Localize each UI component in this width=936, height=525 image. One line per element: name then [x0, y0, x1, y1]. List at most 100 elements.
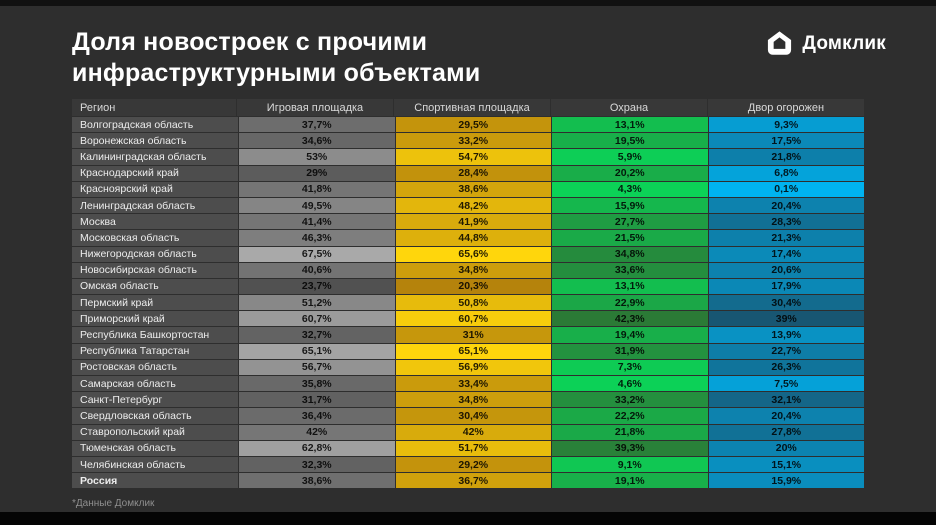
- value-cell: 40,6%: [239, 262, 395, 278]
- value-cell: 20,4%: [708, 408, 864, 424]
- value-cell: 33,2%: [552, 392, 708, 408]
- value-cell: 53%: [239, 149, 395, 165]
- value-cell: 30,4%: [708, 295, 864, 311]
- value-cell: 26,3%: [708, 359, 864, 375]
- region-cell: Ленинградская область: [72, 197, 238, 214]
- table-row: Воронежская область 34,6% 33,2% 19,5% 17,5%: [72, 133, 864, 149]
- table-row: Калининградская область 53% 54,7% 5,9% 21,8%: [72, 149, 864, 165]
- value-cell: 23,7%: [239, 278, 395, 295]
- region-cell: Пермский край: [72, 295, 238, 311]
- value-cell: 28,3%: [708, 214, 864, 230]
- value-cell: 17,9%: [708, 278, 864, 295]
- value-cell: 48,2%: [395, 197, 551, 214]
- table-row: Новосибирская область 40,6% 34,8% 33,6% 20,6…: [72, 262, 864, 278]
- region-cell: Краснодарский край: [72, 165, 238, 181]
- value-cell: 44,8%: [395, 230, 551, 246]
- value-cell: 50,8%: [395, 295, 551, 311]
- value-cell: 31%: [395, 327, 551, 343]
- value-cell: 60,7%: [395, 311, 551, 327]
- value-cell: 42%: [395, 424, 551, 440]
- value-cell: 21,8%: [708, 149, 864, 165]
- value-cell: 67,5%: [239, 246, 395, 262]
- region-cell: Челябинская область: [72, 456, 238, 473]
- table-row: Волгоградская область 37,7% 29,5% 13,1% 9,3%: [72, 117, 864, 133]
- value-cell: 37,7%: [239, 117, 395, 133]
- table-row: Нижегородская область 67,5% 65,6% 34,8% 17,4…: [72, 246, 864, 262]
- domclick-logo: Домклик: [766, 30, 886, 57]
- top-letterbox-strip: [0, 0, 936, 6]
- region-cell: Калининградская область: [72, 149, 238, 165]
- value-cell: 15,1%: [708, 456, 864, 473]
- region-cell: Самарская область: [72, 376, 238, 392]
- value-cell: 9,3%: [708, 117, 864, 133]
- value-cell: 65,1%: [239, 343, 395, 359]
- region-cell: Москва: [72, 214, 238, 230]
- value-cell: 38,6%: [239, 473, 395, 489]
- value-cell: 56,7%: [239, 359, 395, 375]
- value-cell: 28,4%: [395, 165, 551, 181]
- value-cell: 39%: [708, 311, 864, 327]
- region-cell: Свердловская область: [72, 408, 238, 424]
- value-cell: 22,9%: [552, 295, 708, 311]
- value-cell: 34,6%: [239, 133, 395, 149]
- value-cell: 34,8%: [395, 262, 551, 278]
- page-title: Доля новостроек с прочими инфраструктурн…: [72, 28, 481, 87]
- value-cell: 41,4%: [239, 214, 395, 230]
- value-cell: 7,3%: [552, 359, 708, 375]
- header-cell: Регион: [72, 99, 236, 116]
- value-cell: 29,5%: [395, 117, 551, 133]
- value-cell: 21,8%: [552, 424, 708, 440]
- value-cell: 32,1%: [708, 392, 864, 408]
- value-cell: 4,6%: [552, 376, 708, 392]
- value-cell: 42,3%: [552, 311, 708, 327]
- header-cell: Спортивная площадка: [394, 99, 550, 116]
- value-cell: 41,8%: [239, 181, 395, 197]
- value-cell: 20,3%: [395, 278, 551, 295]
- value-cell: 29,2%: [395, 456, 551, 473]
- value-cell: 20,2%: [552, 165, 708, 181]
- region-cell: Красноярский край: [72, 181, 238, 197]
- bottom-letterbox-strip: [0, 512, 936, 525]
- value-cell: 38,6%: [395, 181, 551, 197]
- value-cell: 15,9%: [708, 473, 864, 489]
- value-cell: 20%: [708, 440, 864, 456]
- table-row: Красноярский край 41,8% 38,6% 4,3% 0,1%: [72, 181, 864, 197]
- table-row: Тюменская область 62,8% 51,7% 39,3% 20%: [72, 440, 864, 456]
- value-cell: 46,3%: [239, 230, 395, 246]
- value-cell: 49,5%: [239, 197, 395, 214]
- infrastructure-table: Регион Игровая площадка Спортивная площадк…: [72, 99, 864, 489]
- value-cell: 34,8%: [395, 392, 551, 408]
- value-cell: 15,9%: [552, 197, 708, 214]
- value-cell: 29%: [239, 165, 395, 181]
- value-cell: 17,4%: [708, 246, 864, 262]
- value-cell: 21,5%: [552, 230, 708, 246]
- region-cell: Приморский край: [72, 311, 238, 327]
- table-row: Омская область 23,7% 20,3% 13,1% 17,9%: [72, 278, 864, 295]
- value-cell: 20,6%: [708, 262, 864, 278]
- value-cell: 13,9%: [708, 327, 864, 343]
- table-row: Пермский край 51,2% 50,8% 22,9% 30,4%: [72, 295, 864, 311]
- value-cell: 21,3%: [708, 230, 864, 246]
- value-cell: 4,3%: [552, 181, 708, 197]
- table-row: Московская область 46,3% 44,8% 21,5% 21,3%: [72, 230, 864, 246]
- value-cell: 33,4%: [395, 376, 551, 392]
- table-row: Самарская область 35,8% 33,4% 4,6% 7,5%: [72, 376, 864, 392]
- value-cell: 62,8%: [239, 440, 395, 456]
- region-cell: Омская область: [72, 278, 238, 295]
- value-cell: 19,4%: [552, 327, 708, 343]
- value-cell: 34,8%: [552, 246, 708, 262]
- value-cell: 32,7%: [239, 327, 395, 343]
- header-cell: Двор огорожен: [708, 99, 864, 116]
- region-cell: Ставропольский край: [72, 424, 238, 440]
- value-cell: 41,9%: [395, 214, 551, 230]
- table-row: Ростовская область 56,7% 56,9% 7,3% 26,3%: [72, 359, 864, 375]
- region-cell: Воронежская область: [72, 133, 238, 149]
- value-cell: 51,2%: [239, 295, 395, 311]
- value-cell: 65,6%: [395, 246, 551, 262]
- table-row: Свердловская область 36,4% 30,4% 22,2% 20,4%: [72, 408, 864, 424]
- region-cell: Тюменская область: [72, 440, 238, 456]
- value-cell: 27,8%: [708, 424, 864, 440]
- value-cell: 36,7%: [395, 473, 551, 489]
- data-source-note: *Данные Домклик: [72, 498, 155, 509]
- value-cell: 5,9%: [552, 149, 708, 165]
